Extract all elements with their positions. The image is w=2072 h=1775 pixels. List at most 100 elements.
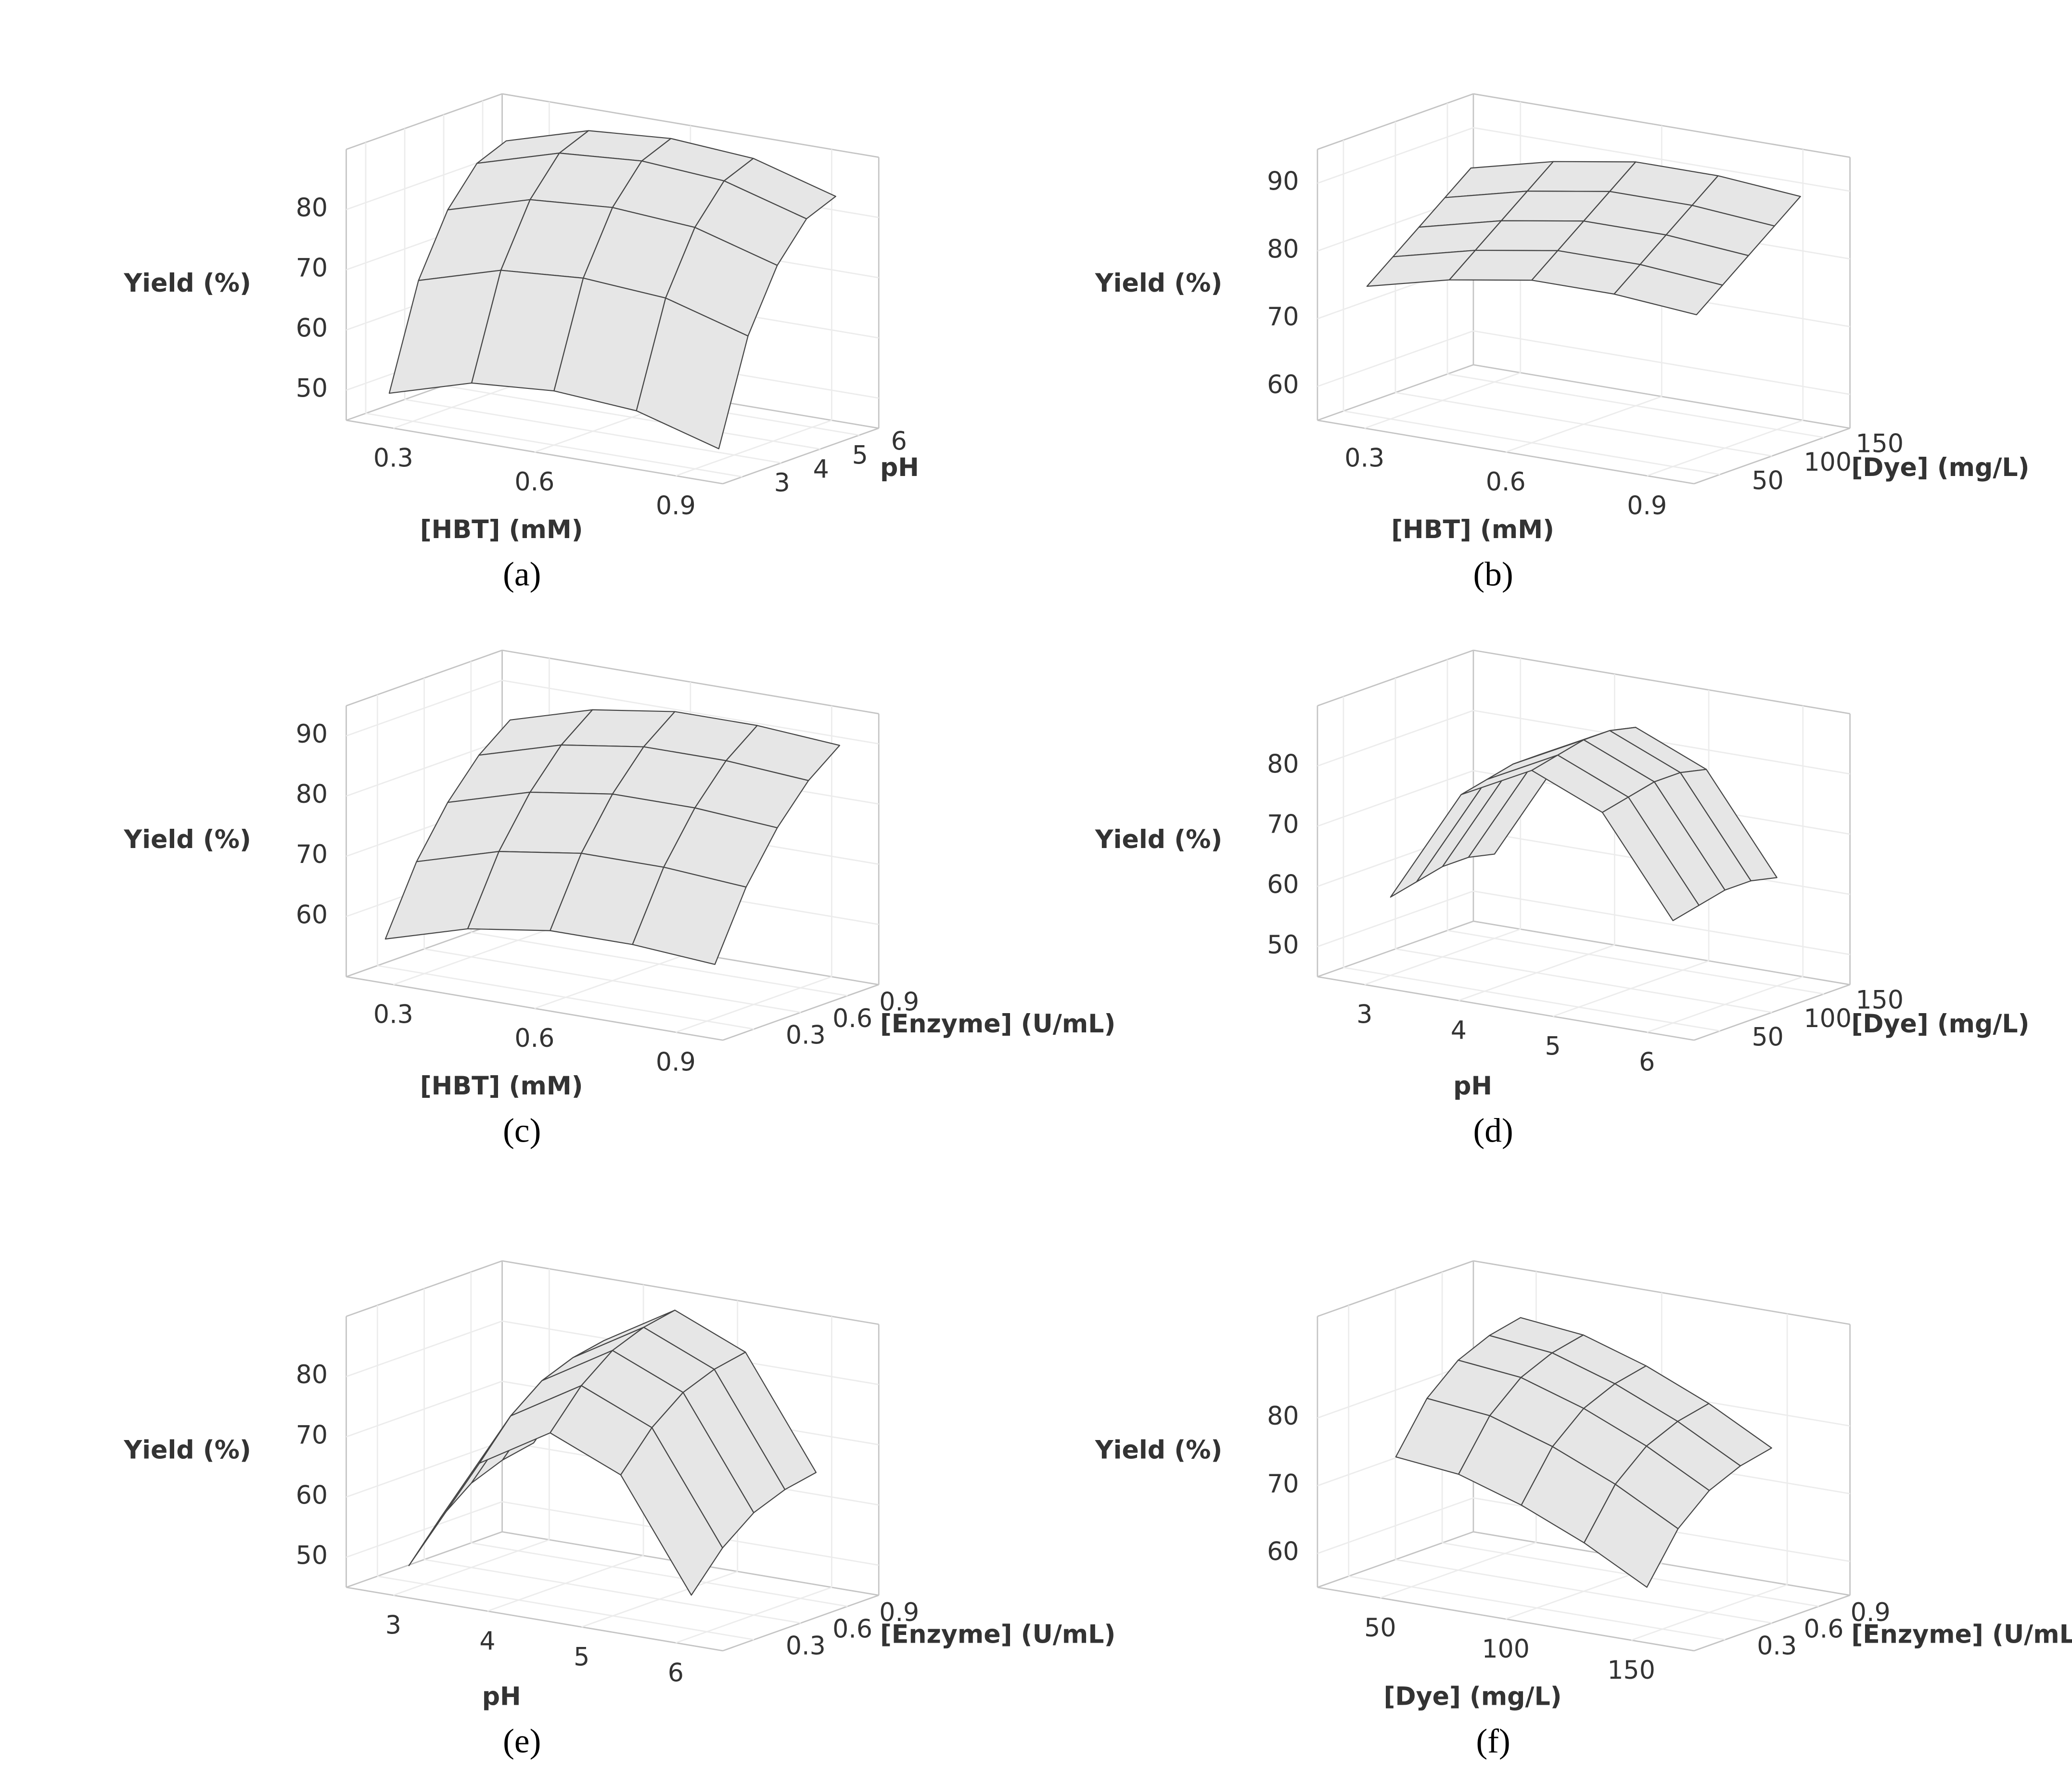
grid-line	[1473, 709, 1850, 775]
surface-patch	[1583, 1483, 1679, 1588]
box-edge	[722, 427, 879, 485]
panel-label: (f)	[1476, 1722, 1510, 1760]
grid-line	[1447, 373, 1824, 438]
grid-line	[1447, 929, 1824, 995]
grid-line	[675, 419, 832, 476]
y-tick-label: 0.3	[786, 1632, 826, 1660]
z-tick-label: 50	[1267, 931, 1299, 960]
x-tick-label: 3	[385, 1611, 401, 1640]
x-tick-label: 5	[1545, 1032, 1560, 1061]
x-tick-label: 0.3	[373, 1001, 413, 1029]
grid-line	[471, 931, 848, 997]
surface-patch	[632, 866, 747, 965]
surface-patch	[636, 297, 749, 450]
x-tick-label: 0.3	[373, 444, 413, 473]
y-axis-label: [Dye] (mg/L)	[1851, 1010, 2029, 1039]
y-tick-label: 0.3	[786, 1021, 826, 1050]
y-tick-label: 150	[1855, 429, 1904, 458]
x-tick-label: 4	[1451, 1016, 1467, 1045]
z-axis-label: Yield (%)	[1095, 825, 1222, 854]
x-tick-label: 50	[1364, 1614, 1396, 1643]
x-axis-label: [HBT] (mM)	[420, 1072, 583, 1101]
grid-line	[443, 385, 820, 450]
y-tick-label: 50	[1752, 466, 1783, 495]
box-edge	[1317, 976, 1694, 1041]
x-tick-label: 3	[1356, 1001, 1372, 1029]
grid-line	[1395, 392, 1772, 457]
grid-line	[404, 399, 781, 464]
z-tick-label: 80	[1267, 1402, 1299, 1431]
z-tick-label: 60	[1267, 871, 1299, 900]
z-tick-label: 50	[296, 1542, 328, 1570]
y-tick-label: 0.6	[832, 1004, 872, 1033]
z-tick-label: 80	[296, 193, 328, 222]
x-axis-label: pH	[482, 1683, 521, 1711]
z-tick-label: 70	[1267, 303, 1299, 332]
z-tick-label: 80	[1267, 235, 1299, 264]
x-tick-label: 0.6	[514, 468, 554, 497]
z-axis-label: Yield (%)	[1095, 269, 1222, 298]
box-edge	[502, 1260, 879, 1325]
x-tick-label: 0.3	[1344, 444, 1384, 473]
z-axis-label: Yield (%)	[1095, 1436, 1222, 1465]
z-tick-label: 90	[296, 720, 328, 749]
panel: 50 60 70 80 0.3 0.6 0.9 3 4 5 6 [HBT] (mM) pH Yield (…	[123, 93, 919, 593]
box-edge	[1317, 1260, 1474, 1317]
z-tick-label: 70	[296, 254, 328, 283]
panel: 50 60 70 80 3 4 5 6 0.30.60.9 pH [Enzyme] (U/mL) Yi…	[123, 1260, 1115, 1760]
z-tick-label: 70	[296, 840, 328, 869]
z-tick-label: 60	[1267, 371, 1299, 399]
y-tick-label: 150	[1855, 986, 1904, 1015]
x-tick-label: 6	[668, 1659, 684, 1687]
z-tick-label: 90	[1267, 167, 1299, 196]
grid-line	[377, 1575, 755, 1641]
z-tick-label: 60	[296, 900, 328, 929]
panel-label: (d)	[1473, 1112, 1513, 1150]
y-axis-label: [Enzyme] (U/mL)	[880, 1010, 1115, 1039]
grid-line	[1395, 1559, 1772, 1624]
x-tick-label: 0.9	[1627, 491, 1667, 520]
z-tick-label: 80	[296, 1361, 328, 1389]
grid-line	[424, 1559, 801, 1624]
y-tick-label: 5	[852, 441, 868, 470]
box-edge	[346, 1260, 503, 1317]
x-axis-label: [HBT] (mM)	[420, 515, 583, 544]
z-axis-label: Yield (%)	[123, 825, 251, 854]
surface-patch	[1613, 264, 1723, 316]
y-tick-label: 3	[774, 469, 790, 498]
grid-line	[424, 948, 801, 1013]
x-tick-label: 5	[574, 1643, 589, 1672]
y-tick-label: 100	[1803, 1004, 1852, 1033]
grid-line	[1395, 948, 1772, 1013]
z-tick-label: 80	[296, 780, 328, 809]
x-tick-label: 0.6	[1486, 468, 1526, 497]
z-tick-label: 60	[1267, 1538, 1299, 1567]
grid-line	[1473, 890, 1850, 955]
z-axis-label: Yield (%)	[123, 269, 251, 298]
y-tick-label: 0.9	[879, 1598, 919, 1627]
x-axis-label: [Dye] (mg/L)	[1384, 1683, 1562, 1711]
grid-line	[365, 412, 742, 478]
z-axis-label: Yield (%)	[123, 1436, 251, 1465]
y-axis-label: [Dye] (mg/L)	[1851, 453, 2029, 482]
x-tick-label: 0.9	[656, 491, 696, 520]
x-axis-label: [HBT] (mM)	[1391, 515, 1554, 544]
x-axis-label: pH	[1453, 1072, 1492, 1101]
box-edge	[1473, 920, 1850, 986]
x-tick-label: 4	[479, 1627, 495, 1656]
panel-label: (b)	[1473, 555, 1513, 593]
z-tick-label: 60	[296, 1481, 328, 1510]
surface-patch	[620, 1427, 723, 1596]
z-tick-label: 70	[1267, 1470, 1299, 1499]
grid-line	[377, 965, 755, 1030]
grid-line	[1343, 410, 1720, 476]
grid-line	[1343, 966, 1720, 1032]
y-tick-label: 100	[1803, 448, 1852, 477]
panel-label: (e)	[503, 1722, 541, 1760]
z-tick-label: 50	[296, 374, 328, 403]
y-tick-label: 0.9	[879, 988, 919, 1016]
